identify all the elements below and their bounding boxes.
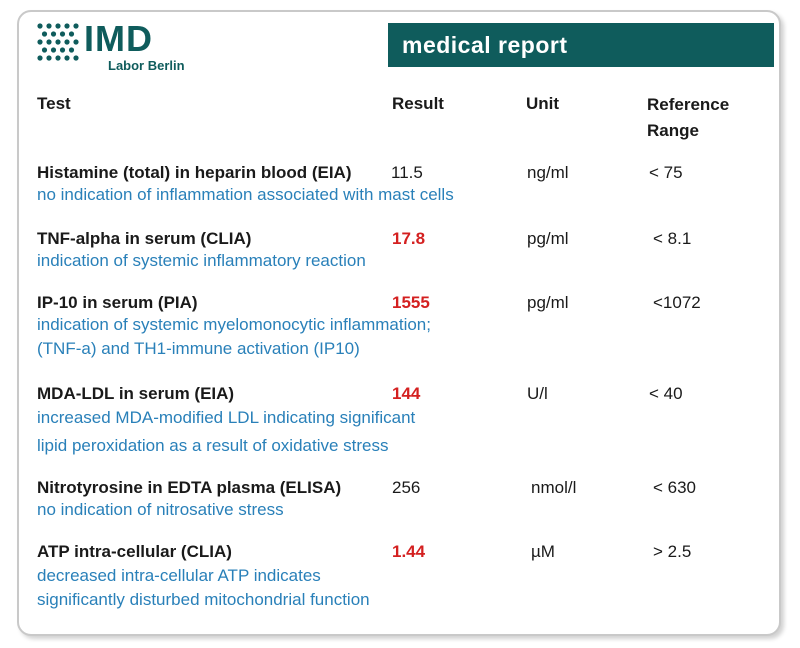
unit: U/l <box>527 384 548 403</box>
comment-line: indication of systemic myelomonocytic in… <box>37 315 431 334</box>
logo-dots-icon <box>37 23 79 61</box>
reference-range: < 75 <box>649 163 683 182</box>
test-name: MDA-LDL in serum (EIA) <box>37 384 235 403</box>
comment-line: decreased intra-cellular ATP indicates <box>37 566 321 585</box>
header-ref-line2: Range <box>647 121 699 140</box>
header-test: Test <box>37 94 71 113</box>
unit: µM <box>531 542 555 561</box>
comment-line: no indication of nitrosative stress <box>37 500 284 519</box>
unit: nmol/l <box>531 478 577 497</box>
test-name: ATP intra-cellular (CLIA) <box>37 542 232 561</box>
unit: pg/ml <box>527 229 569 248</box>
test-name: Histamine (total) in heparin blood (EIA) <box>37 163 352 182</box>
reference-range: < 630 <box>653 478 697 497</box>
comment-line: indication of systemic inflammatory reac… <box>37 251 366 270</box>
test-name: Nitrotyrosine in EDTA plasma (ELISA) <box>37 478 342 497</box>
comment: decreased intra-cellular ATP indicates s… <box>37 564 370 612</box>
reference-range: < 8.1 <box>653 229 692 248</box>
comment: indication of systemic inflammatory reac… <box>37 249 366 273</box>
result-value: 17.8 <box>392 229 426 248</box>
logo-subtitle: Labor Berlin <box>108 58 185 73</box>
comment-line: significantly disturbed mitochondrial fu… <box>37 590 370 609</box>
header-reference-range: Reference Range <box>647 92 757 144</box>
result-value: 11.5 <box>391 163 423 182</box>
reference-range: > 2.5 <box>653 542 692 561</box>
report-title-banner: medical report <box>388 23 774 67</box>
comment: no indication of inflammation associated… <box>37 183 454 207</box>
comment-line: lipid peroxidation as a result of oxidat… <box>37 436 389 455</box>
result-value: 1.44 <box>392 542 426 561</box>
reference-range: <1072 <box>653 293 701 312</box>
result-value: 144 <box>392 384 421 403</box>
unit: pg/ml <box>527 293 569 312</box>
test-name: TNF-alpha in serum (CLIA) <box>37 229 252 248</box>
unit: ng/ml <box>527 163 569 182</box>
comment: indication of systemic myelomonocytic in… <box>37 313 431 361</box>
logo-text: IMD <box>84 18 153 59</box>
comment-line: increased MDA-modified LDL indicating si… <box>37 408 416 427</box>
header-unit: Unit <box>526 94 560 113</box>
test-name: IP-10 in serum (PIA) <box>37 293 198 312</box>
header-ref-line1: Reference <box>647 95 730 114</box>
comment: no indication of nitrosative stress <box>37 498 284 522</box>
comment: increased MDA-modified LDL indicating si… <box>37 404 415 460</box>
reference-range: < 40 <box>649 384 683 403</box>
comment-line: no indication of inflammation associated… <box>37 185 454 204</box>
comment-line: (TNF-a) and TH1-immune activation (IP10) <box>37 339 360 358</box>
report-card <box>17 10 781 636</box>
result-value: 1555 <box>392 293 430 312</box>
imd-logo: IMD Labor Berlin <box>36 18 206 78</box>
result-value: 256 <box>392 478 421 497</box>
header-result: Result <box>392 94 444 113</box>
